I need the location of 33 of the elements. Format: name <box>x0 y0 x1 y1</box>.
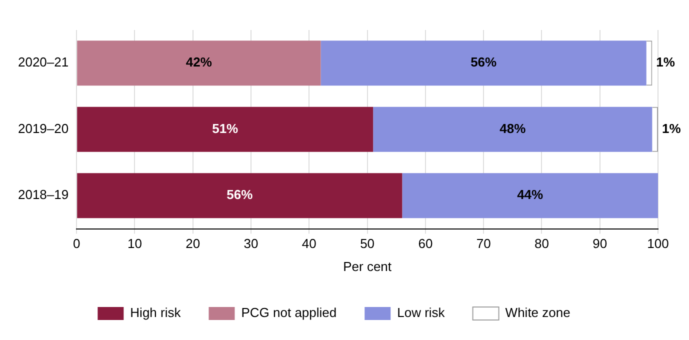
x-tick-label: 40 <box>302 236 316 252</box>
bar <box>77 40 321 86</box>
x-tick-label: 60 <box>418 236 433 252</box>
x-tick-label: 0 <box>72 236 80 252</box>
data-label: 56% <box>470 54 498 70</box>
x-tick-label: 70 <box>476 236 491 252</box>
x-tick-label: 50 <box>360 236 375 252</box>
bar <box>373 106 652 152</box>
data-label: 42% <box>186 54 212 70</box>
legend-label: High risk <box>130 305 182 320</box>
data-label: 51% <box>212 120 239 136</box>
bar <box>77 106 374 152</box>
x-tick-label: 10 <box>128 236 142 252</box>
bar <box>77 173 402 218</box>
data-label: 44% <box>517 187 544 202</box>
x-tick-label: 100 <box>647 236 669 252</box>
data-label: 48% <box>500 120 526 136</box>
data-label: 1% <box>656 54 676 70</box>
x-tick-label: 90 <box>592 236 608 252</box>
data-label: 56% <box>226 187 254 202</box>
legend-label: PCG not applied <box>241 305 337 320</box>
bar <box>402 173 658 218</box>
legend-label: Low risk <box>397 305 446 320</box>
x-axis-title: Per cent <box>343 258 392 274</box>
x-tick-label: 30 <box>244 236 258 252</box>
y-tick-label: 2019–20 <box>18 120 69 136</box>
y-tick-label: 2018–19 <box>18 187 69 202</box>
legend-label: White zone <box>505 305 570 320</box>
bar <box>320 40 646 86</box>
y-tick-label: 2020–21 <box>18 54 69 70</box>
data-label: 1% <box>662 120 682 136</box>
x-tick-label: 80 <box>534 236 549 252</box>
x-tick-label: 20 <box>186 236 200 252</box>
